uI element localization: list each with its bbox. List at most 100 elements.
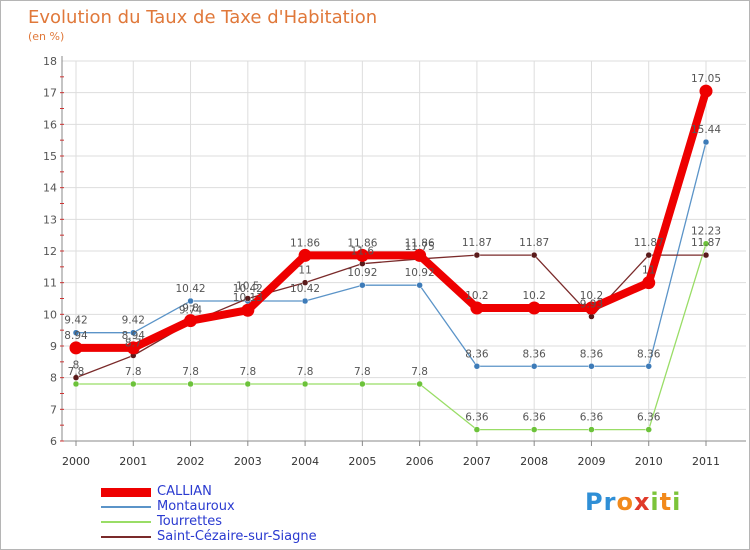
data-label: 8.7 bbox=[125, 338, 142, 350]
data-label: 9.8 bbox=[182, 303, 199, 315]
data-label: 8.36 bbox=[522, 348, 546, 360]
data-label: 11.87 bbox=[691, 237, 721, 249]
data-label: 9.93 bbox=[580, 299, 603, 311]
chart-unit-label: (en %) bbox=[28, 30, 65, 43]
data-label: 11 bbox=[642, 265, 655, 277]
x-tick-label: 2010 bbox=[635, 455, 663, 468]
data-label: 10.92 bbox=[347, 267, 377, 279]
data-label: 10.42 bbox=[290, 283, 320, 295]
legend-swatch bbox=[101, 487, 151, 497]
data-label: 8.36 bbox=[580, 348, 604, 360]
y-tick-label: 14 bbox=[43, 182, 57, 195]
logo-letter: i bbox=[672, 488, 682, 516]
data-point bbox=[699, 84, 713, 98]
legend-label: Tourrettes bbox=[157, 514, 223, 529]
y-tick-label: 9 bbox=[50, 340, 57, 353]
legend-swatch bbox=[101, 506, 151, 508]
series-line-3 bbox=[75, 254, 707, 379]
y-tick-label: 6 bbox=[50, 435, 57, 448]
data-label: 11.86 bbox=[290, 237, 320, 249]
x-tick-label: 2009 bbox=[577, 455, 605, 468]
data-label: 6.36 bbox=[465, 412, 489, 424]
x-tick-label: 2008 bbox=[520, 455, 548, 468]
x-tick-label: 2007 bbox=[463, 455, 491, 468]
data-point bbox=[413, 248, 427, 262]
data-point bbox=[470, 301, 484, 315]
data-point bbox=[241, 303, 255, 317]
series-line-0 bbox=[72, 87, 710, 352]
data-point bbox=[645, 363, 652, 370]
y-tick-label: 11 bbox=[43, 277, 57, 290]
y-tick-label: 18 bbox=[43, 55, 57, 68]
series-line-2 bbox=[75, 243, 707, 431]
data-point bbox=[645, 426, 652, 433]
data-label: 10.92 bbox=[405, 267, 435, 279]
x-tick-label: 2004 bbox=[291, 455, 319, 468]
data-point bbox=[187, 297, 194, 305]
data-point bbox=[301, 380, 309, 388]
data-label: 6.36 bbox=[522, 412, 546, 424]
chart-title: Evolution du Taux de Taxe d'Habitation bbox=[28, 7, 378, 28]
data-label: 9.42 bbox=[64, 315, 87, 327]
data-point bbox=[642, 276, 656, 290]
data-label: 11.87 bbox=[462, 237, 492, 249]
legend-label: Montauroux bbox=[157, 499, 235, 514]
data-point bbox=[645, 251, 652, 259]
data-label: 7.8 bbox=[354, 366, 371, 378]
data-label: 8.36 bbox=[637, 348, 661, 360]
data-point bbox=[473, 363, 481, 370]
data-label: 11 bbox=[298, 265, 311, 277]
data-label: 7.8 bbox=[411, 366, 428, 378]
data-point bbox=[72, 329, 80, 336]
legend-item: Montauroux bbox=[101, 499, 361, 516]
data-point bbox=[527, 301, 541, 315]
data-label: 7.8 bbox=[182, 366, 199, 378]
data-point bbox=[702, 251, 710, 259]
data-label: 10.2 bbox=[522, 290, 545, 302]
legend-swatch bbox=[101, 536, 151, 538]
y-tick-label: 10 bbox=[43, 308, 57, 321]
data-point bbox=[416, 380, 423, 388]
legend-label: CALLIAN bbox=[157, 484, 212, 499]
x-tick-label: 2001 bbox=[119, 455, 147, 468]
data-point bbox=[244, 295, 252, 302]
series-line-1 bbox=[75, 141, 707, 367]
y-tick-label: 7 bbox=[50, 403, 57, 416]
y-tick-label: 13 bbox=[43, 213, 57, 226]
logo-letter: x bbox=[633, 488, 651, 516]
y-tick-label: 16 bbox=[43, 118, 57, 131]
data-point bbox=[473, 251, 481, 259]
y-tick-label: 12 bbox=[43, 245, 57, 258]
data-point bbox=[244, 380, 252, 388]
legend-item: CALLIAN bbox=[101, 484, 361, 501]
data-label: 7.8 bbox=[125, 366, 142, 378]
data-point bbox=[473, 426, 481, 433]
x-tick-label: 2002 bbox=[177, 455, 205, 468]
data-label: 15.44 bbox=[691, 124, 721, 136]
y-tick-label: 17 bbox=[43, 87, 57, 100]
data-label: 10.42 bbox=[176, 283, 206, 295]
data-label: 11.86 bbox=[405, 237, 435, 249]
data-point bbox=[355, 248, 369, 262]
data-label: 8.36 bbox=[465, 348, 489, 360]
data-point bbox=[416, 281, 423, 289]
data-label: 7.8 bbox=[239, 366, 256, 378]
data-point bbox=[72, 374, 80, 381]
legend-item: Saint-Cézaire-sur-Siagne bbox=[101, 529, 361, 546]
data-point bbox=[130, 329, 137, 336]
data-label: 9.74 bbox=[179, 305, 203, 317]
data-point bbox=[130, 380, 137, 388]
data-label: 10.2 bbox=[580, 290, 603, 302]
data-point bbox=[530, 426, 538, 433]
data-label: 10.5 bbox=[236, 281, 259, 293]
logo-letter: r bbox=[603, 488, 617, 516]
data-point bbox=[184, 314, 198, 328]
y-tick-label: 15 bbox=[43, 150, 57, 163]
data-label: 6.36 bbox=[580, 412, 604, 424]
data-label: 11.75 bbox=[405, 241, 435, 253]
x-tick-label: 2005 bbox=[348, 455, 376, 468]
x-tick-label: 2000 bbox=[62, 455, 90, 468]
data-point bbox=[126, 341, 140, 355]
data-point bbox=[187, 380, 194, 388]
